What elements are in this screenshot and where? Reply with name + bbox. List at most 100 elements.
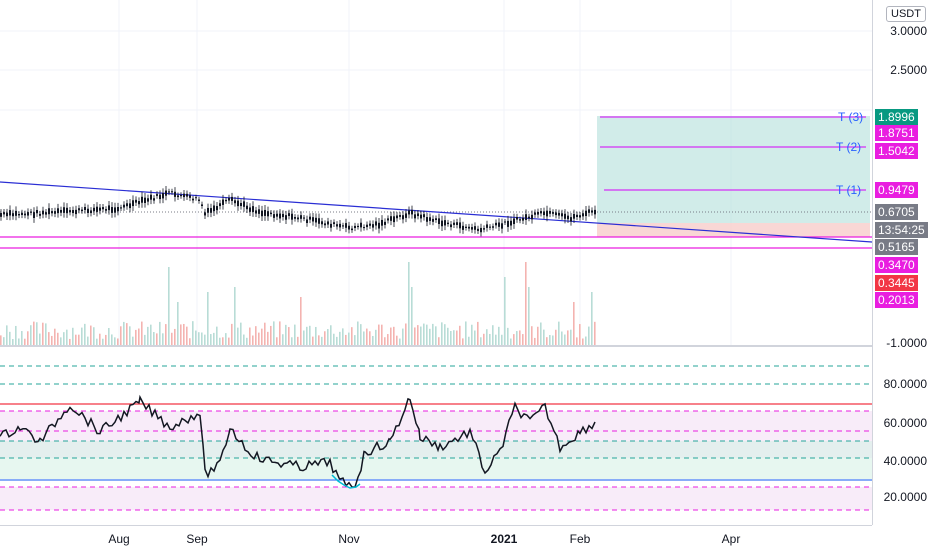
price-scale[interactable]: USDT 3.0000 2.5000 -1.0000 1.8996 1.8751… [872,0,932,525]
volume-bar [135,329,137,345]
volume-bar [492,325,494,345]
candle-body [42,210,44,215]
volume-bar [582,338,584,345]
currency-badge[interactable]: USDT [886,6,926,22]
volume-bar [369,331,371,345]
long-position-profit-zone[interactable] [597,116,870,223]
price-tag-target-3: 1.8996 [875,109,918,125]
price-tag-target-2: 1.5042 [875,143,918,159]
candle-body [345,223,347,228]
volume-bar [528,287,530,345]
candle-body [531,214,533,220]
rsi-chart[interactable] [0,347,872,525]
candle-body [321,221,323,225]
scale-tick: 2.5000 [890,63,927,77]
candle-body [414,214,416,219]
volume-bar [222,337,224,345]
candle-body [588,209,590,213]
volume-bar [339,331,341,345]
rsi-scale-tick: 20.0000 [883,490,927,504]
volume-bar [357,321,359,345]
candle-body [312,217,314,222]
candle-body [108,205,110,211]
candle-body [525,214,527,220]
pane-separator[interactable] [0,345,932,347]
time-axis[interactable]: Aug Sep Nov 2021 Feb Apr [0,525,872,551]
target-label-3: T (3) [838,110,863,124]
time-label-aug: Aug [108,532,130,546]
candle-body [426,217,428,222]
candle-body [528,216,530,219]
volume-bar [303,330,305,345]
candle-body [570,217,572,222]
candle-body [342,225,344,227]
rsi-oversold-segment[interactable] [331,474,361,489]
descending-trendline[interactable] [0,181,872,243]
candle-body [162,193,164,199]
candle-body [348,225,350,230]
candle-body [219,203,221,207]
candle-body [171,191,173,193]
volume-bar [78,334,80,345]
rsi-pane[interactable] [0,347,872,525]
volume-bar [24,338,26,345]
candle-body [279,213,281,219]
volume-bar [42,322,44,345]
candle-body [90,210,92,214]
volume-bar [201,332,203,345]
rsi-line[interactable] [0,394,596,488]
volume-bar [474,330,476,345]
volume-bar [432,323,434,345]
candle-body [111,207,113,213]
candle-body [513,218,515,225]
volume-bar [396,335,398,345]
candle-body [114,207,116,213]
long-position-stop-zone[interactable] [597,223,870,237]
volume-bar [489,333,491,345]
price-tag-stop: 0.3445 [875,275,918,291]
volume-bar [153,332,155,345]
volume-bar [147,326,149,345]
candle-body [492,226,494,228]
volume-bar [27,331,29,345]
volume-bar [111,334,113,345]
volume-bar [213,332,215,345]
candle-body [147,198,149,202]
candle-body [48,208,50,215]
volume-bar [468,336,470,345]
candle-body [45,212,47,215]
volume-bar [546,337,548,345]
last-price-tag: 0.6705 [875,204,918,220]
volume-bar [276,337,278,345]
volume-bar [165,324,167,345]
candle-body [465,226,467,228]
volume-bar [156,333,158,345]
candle-body [24,213,26,216]
volume-bar [507,327,509,345]
volume-bar [228,337,230,345]
volume-bar [363,331,365,345]
candle-body [519,219,521,221]
volume-bar [525,262,527,345]
volume-bar [423,323,425,345]
volume-bar [141,321,143,345]
volume-bar [225,333,227,345]
candle-body [291,213,293,220]
volume-bar [471,324,473,345]
volume-bar [69,338,71,345]
candle-body [429,217,431,221]
volume-bar [567,330,569,345]
candle-body [582,213,584,217]
candle-body [57,208,59,214]
candle-body [483,228,485,230]
candle-body [489,226,491,228]
candle-body [579,215,581,218]
candle-body [480,227,482,233]
price-chart[interactable]: T (3) T (2) T (1) [0,0,872,345]
candle-body [540,211,542,214]
price-pane[interactable]: T (3) T (2) T (1) [0,0,872,345]
candle-body [225,199,227,202]
volume-bar [408,262,410,345]
candle-body [273,214,275,218]
candle-body [387,218,389,221]
